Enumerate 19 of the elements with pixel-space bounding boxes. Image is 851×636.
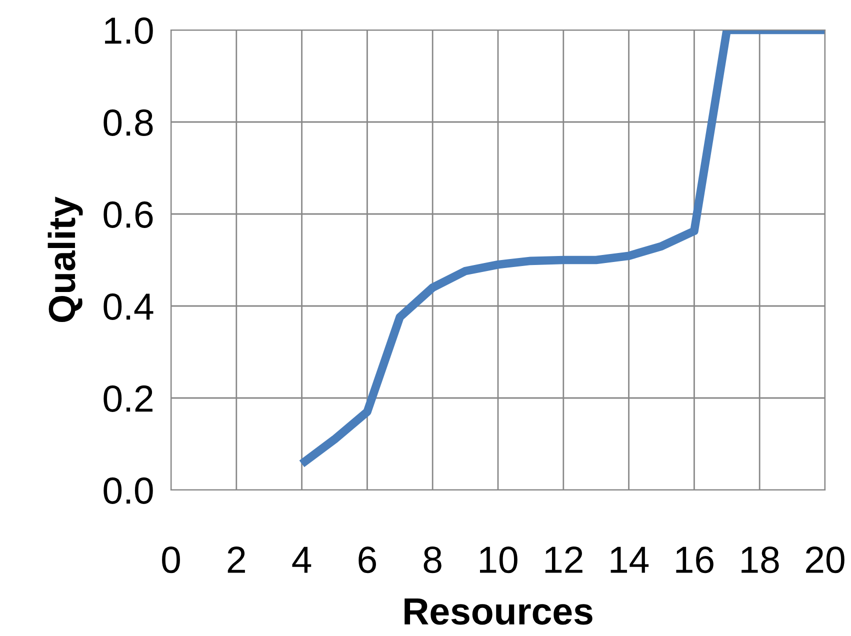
y-tick-label: 0.8 [104,109,153,136]
x-tick-label: 10 [480,546,518,574]
x-tick-label: 4 [292,546,312,573]
x-tick-label: 14 [610,546,649,573]
x-tick-label: 2 [228,546,245,573]
x-tick-label: 12 [545,546,582,573]
x-tick-label: 20 [806,546,844,574]
x-tick-label: 6 [358,546,376,574]
y-tick-label: 0.6 [104,201,153,228]
x-tick-label: 18 [742,546,779,574]
x-tick-label: 16 [676,546,714,574]
x-axis-title: Resources [404,598,592,625]
y-tick-label: 1.0 [105,17,153,44]
y-tick-label: 0.0 [104,477,153,504]
y-axis-title: Quality [48,196,83,322]
y-tick-label: 0.4 [104,293,154,320]
x-tick-label: 8 [424,546,442,574]
x-tick-label: 0 [162,546,180,574]
y-tick-label: 0.2 [104,385,152,412]
